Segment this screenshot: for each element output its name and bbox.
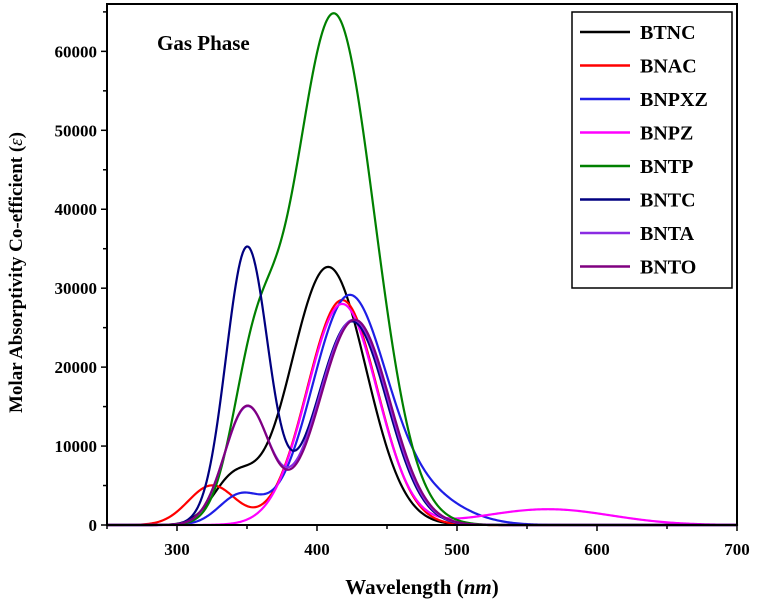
x-tick-label-500: 500 — [444, 540, 470, 559]
legend: BTNC BNAC BNPXZ BNPZ BNTP BNTC BNTA BNTO — [571, 11, 733, 289]
y-tick-label-60000: 60000 — [55, 42, 98, 61]
ticks-layer: 300 400 500 600 700 0 10000 20000 30000 40000 5000… — [55, 11, 750, 559]
series-line-btnc — [105, 265, 739, 527]
y-axis-title-symbol-close: ) — [6, 132, 27, 138]
legend-label-bnta: BNTA — [640, 223, 695, 245]
x-tick-label-400: 400 — [304, 540, 330, 559]
x-axis-title: Wavelength (nm) — [345, 575, 498, 599]
x-axis-title-unit-open: ( — [457, 575, 464, 599]
y-tick-label-10000: 10000 — [55, 437, 98, 456]
y-axis-title-symbol-open: ( — [6, 146, 27, 152]
legend-label-bnto: BNTO — [640, 257, 696, 279]
legend-label-bnac: BNAC — [640, 56, 697, 78]
legend-label-bnpz: BNPZ — [640, 123, 693, 145]
y-tick-label-0: 0 — [89, 516, 98, 535]
legend-label-btnc: BTNC — [640, 22, 696, 44]
y-axis-title-symbol: ε — [6, 138, 27, 146]
y-axis-title-main: Molar Absorptivity Co-efficient — [6, 152, 27, 413]
x-axis-title-unit-close: ) — [492, 575, 499, 599]
y-tick-label-40000: 40000 — [55, 200, 98, 219]
y-tick-label-20000: 20000 — [55, 358, 98, 377]
x-tick-label-700: 700 — [724, 540, 750, 559]
x-axis-title-main: Wavelength — [345, 575, 456, 599]
gas-phase-annotation: Gas Phase — [157, 31, 250, 55]
legend-box — [571, 11, 733, 289]
x-tick-label-300: 300 — [164, 540, 190, 559]
x-axis-title-unit: nm — [464, 575, 492, 599]
series-line-bnto — [105, 318, 739, 527]
y-tick-label-50000: 50000 — [55, 121, 98, 140]
x-tick-label-600: 600 — [584, 540, 610, 559]
y-axis-title: Molar Absorptivity Co-efficient (ε) — [6, 132, 27, 413]
legend-label-bnpxz: BNPXZ — [640, 89, 708, 111]
y-tick-label-30000: 30000 — [55, 279, 98, 298]
legend-label-bntc: BNTC — [640, 190, 696, 212]
legend-label-bntp: BNTP — [640, 156, 693, 178]
